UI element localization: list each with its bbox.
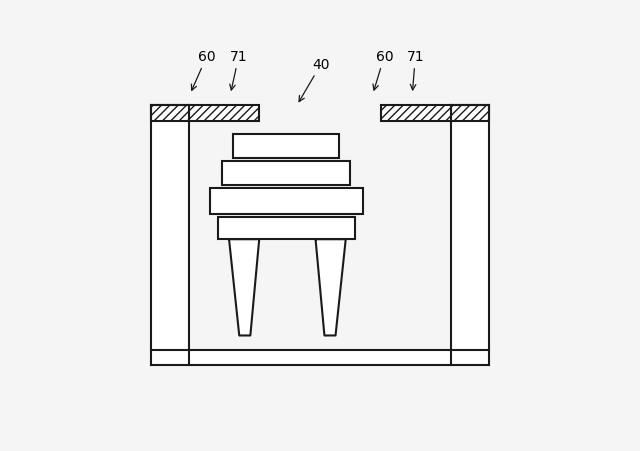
- Text: 60: 60: [373, 50, 393, 91]
- Bar: [150, 350, 490, 365]
- Bar: [210, 189, 363, 214]
- Bar: [381, 106, 490, 121]
- Bar: [234, 135, 339, 159]
- Polygon shape: [229, 239, 259, 336]
- Text: 40: 40: [299, 57, 330, 102]
- Bar: [150, 106, 259, 121]
- Bar: [222, 161, 349, 186]
- Bar: [150, 106, 189, 365]
- Text: 60: 60: [191, 50, 216, 91]
- Bar: [218, 217, 355, 239]
- Polygon shape: [316, 239, 346, 336]
- Text: 71: 71: [406, 50, 424, 91]
- Bar: [451, 106, 490, 365]
- Text: 71: 71: [230, 50, 248, 91]
